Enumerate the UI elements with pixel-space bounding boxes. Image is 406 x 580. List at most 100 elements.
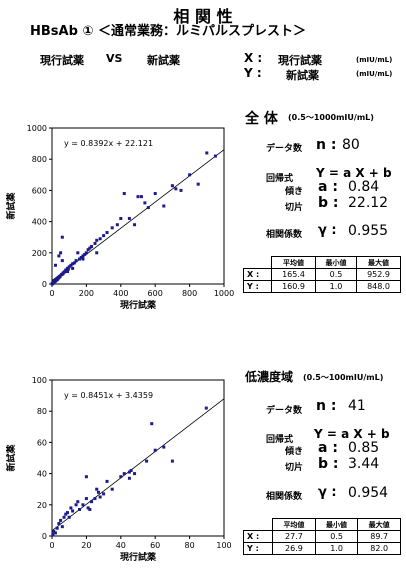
data-point	[67, 265, 71, 269]
page-title: 相 関 性	[173, 7, 233, 26]
y-tick-label: 0	[42, 532, 47, 541]
correlation-label: 相関係数	[266, 230, 303, 240]
y-axis-label: 新試薬	[5, 444, 17, 472]
data-point	[153, 448, 157, 452]
slope-symbol: a :	[318, 440, 338, 456]
data-point	[93, 497, 97, 501]
intercept-value: 22.12	[348, 195, 389, 211]
y-tick-label: 20	[37, 501, 47, 510]
x-tick-label: 80	[185, 541, 195, 550]
y-tick-label: 1000	[27, 124, 47, 133]
x-tick-label: 1000	[214, 289, 234, 298]
slope-symbol: a :	[318, 179, 338, 195]
cell-min: 1.0	[314, 542, 359, 555]
data-point	[88, 246, 92, 250]
intercept-symbol: b :	[318, 456, 339, 472]
correlation-label: 相関係数	[266, 492, 303, 502]
data-point	[65, 511, 69, 515]
data-point	[57, 254, 61, 258]
data-point	[71, 266, 75, 270]
section-range: (0.5～1000mIU/mL)	[288, 113, 374, 122]
x-tick-label: 20	[81, 541, 91, 550]
data-point	[196, 182, 200, 186]
data-point	[102, 492, 106, 496]
x-axis-label: 現行試薬	[120, 299, 157, 311]
stats-table: 平均値 最小値 最大値 X : 27.7 0.5 89.7 Y : 26.9 1…	[242, 518, 401, 555]
data-point	[170, 459, 174, 463]
data-point	[57, 522, 61, 526]
row-label: Y :	[242, 542, 274, 555]
table-row: 平均値 最小値 最大値	[244, 518, 401, 531]
y-axis-name: 新試薬	[286, 69, 319, 82]
correlation-value: 0.955	[348, 223, 389, 239]
y-tick-label: 600	[32, 186, 47, 195]
cell-max: 848.0	[356, 280, 401, 293]
data-point	[153, 192, 157, 196]
x-tick-label: 0	[49, 541, 54, 550]
correlation-value: 0.954	[348, 485, 389, 501]
correlation-symbol: γ :	[318, 223, 337, 238]
column-header-mean: 平均値	[271, 256, 316, 269]
data-point	[110, 487, 114, 491]
data-point	[188, 173, 192, 177]
y-tick-label: 40	[37, 470, 47, 479]
data-point	[96, 490, 100, 494]
table-row: X : 27.7 0.5 89.7	[242, 530, 401, 543]
data-point	[110, 226, 114, 230]
y-unit: (mIU/mL)	[356, 70, 393, 78]
table-row: Y : 26.9 1.0 82.0	[242, 542, 401, 555]
cell-max: 89.7	[357, 530, 401, 543]
n-symbol: n :	[316, 137, 337, 153]
correlation-symbol: γ :	[318, 485, 337, 500]
x-tick-label: 800	[182, 289, 197, 298]
n-symbol: n :	[316, 398, 337, 414]
table-corner	[244, 257, 272, 269]
intercept-label: 切片	[285, 203, 304, 213]
data-point	[170, 184, 174, 188]
data-point	[53, 263, 57, 267]
data-point	[62, 515, 66, 519]
data-point	[174, 187, 178, 191]
data-point	[81, 254, 85, 258]
stats-table: 平均値 最小値 最大値 X : 165.4 0.5 952.9 Y : 160.…	[242, 256, 401, 293]
data-point	[136, 195, 140, 199]
data-point	[133, 223, 137, 227]
x-axis-label: 現行試薬	[120, 551, 157, 563]
data-point	[72, 261, 76, 265]
data-point	[143, 201, 147, 205]
regression-formula: Y = a X + b	[314, 427, 390, 441]
regression-label: 回帰式	[266, 174, 294, 184]
page-subtitle: HBsAb ① ＜通常業務：ルミパルスプレスト＞	[30, 24, 306, 39]
trendline-equation: y = 0.8451x + 3.4359	[64, 391, 153, 400]
column-header-max: 最大値	[357, 518, 401, 531]
slope-label: 傾き	[285, 187, 304, 197]
data-point	[60, 259, 64, 263]
row-label: X :	[242, 268, 273, 281]
data-point	[58, 274, 62, 278]
table-corner	[244, 519, 273, 531]
cell-max: 952.9	[356, 268, 401, 281]
data-point	[139, 195, 143, 199]
data-point	[213, 154, 217, 158]
cell-min: 0.5	[314, 268, 358, 281]
data-point	[55, 526, 59, 530]
data-point	[84, 475, 88, 479]
data-point	[102, 234, 106, 238]
scatter-chart-low: 0 20 40 60 80 100 0 20 40 60 80 100 y = 0.8451x + 3.…	[5, 376, 232, 563]
n-label: データ数	[266, 406, 303, 416]
data-point	[127, 476, 131, 480]
data-point	[59, 251, 63, 255]
cell-min: 1.0	[314, 280, 358, 293]
data-point	[145, 459, 149, 463]
data-point	[93, 241, 97, 245]
data-point	[81, 257, 85, 261]
column-header-mean: 平均値	[272, 518, 316, 531]
data-point	[52, 529, 56, 533]
cell-mean: 27.7	[272, 530, 316, 543]
data-point	[133, 472, 137, 476]
data-point	[129, 468, 133, 472]
data-point	[78, 257, 82, 261]
section-name: 全 体	[245, 111, 278, 127]
x-axis-key: X :	[244, 51, 263, 65]
data-point	[205, 151, 209, 155]
